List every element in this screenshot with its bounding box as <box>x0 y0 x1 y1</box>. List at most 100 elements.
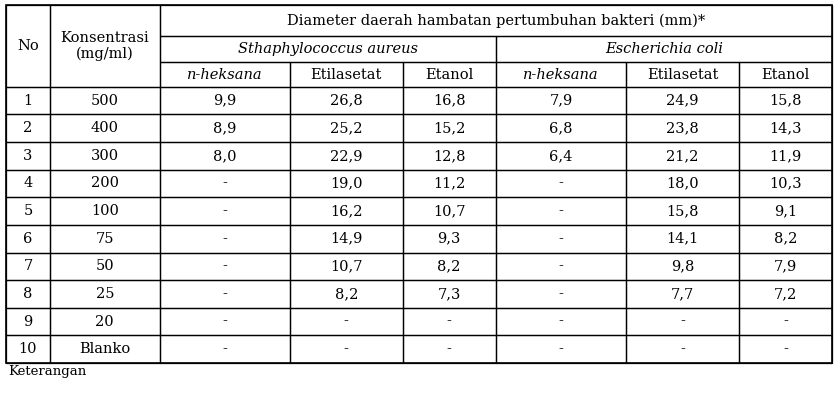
Bar <box>50 114 160 142</box>
Bar <box>50 87 160 114</box>
Bar <box>160 114 290 142</box>
Bar <box>626 308 739 335</box>
Text: 25,2: 25,2 <box>330 121 363 135</box>
Text: -: - <box>222 287 227 301</box>
Text: 21,2: 21,2 <box>666 149 699 163</box>
Text: n-heksana: n-heksana <box>187 67 262 82</box>
Bar <box>496 36 832 62</box>
Bar <box>402 253 496 280</box>
Bar <box>50 253 160 280</box>
Bar <box>6 335 50 363</box>
Text: Keterangan: Keterangan <box>8 365 86 378</box>
Text: 15,8: 15,8 <box>666 204 699 218</box>
Bar <box>290 87 402 114</box>
Bar <box>50 335 160 363</box>
Text: -: - <box>559 232 563 246</box>
Bar <box>6 197 50 225</box>
Text: 23,8: 23,8 <box>666 121 699 135</box>
Text: 7,9: 7,9 <box>550 94 572 108</box>
Bar <box>626 335 739 363</box>
Text: 22,9: 22,9 <box>330 149 363 163</box>
Bar <box>626 114 739 142</box>
Text: 7,7: 7,7 <box>670 287 694 301</box>
Text: -: - <box>559 177 563 190</box>
Text: 8: 8 <box>23 287 33 301</box>
Text: -: - <box>559 204 563 218</box>
Text: 7,2: 7,2 <box>773 287 797 301</box>
Text: 9: 9 <box>23 314 33 329</box>
Bar <box>290 170 402 197</box>
Text: 26,8: 26,8 <box>330 94 363 108</box>
Bar <box>496 62 626 87</box>
Text: 19,0: 19,0 <box>330 177 363 190</box>
Text: 11,9: 11,9 <box>769 149 801 163</box>
Text: -: - <box>559 342 563 356</box>
Text: 15,8: 15,8 <box>769 94 802 108</box>
Text: -: - <box>222 342 227 356</box>
Text: -: - <box>783 342 788 356</box>
Bar <box>739 170 832 197</box>
Bar <box>290 142 402 170</box>
Text: -: - <box>559 259 563 273</box>
Text: 4: 4 <box>23 177 33 190</box>
Bar <box>160 335 290 363</box>
Bar <box>626 225 739 253</box>
Text: 1: 1 <box>23 94 33 108</box>
Bar <box>739 114 832 142</box>
Text: -: - <box>344 314 349 329</box>
Text: n-heksana: n-heksana <box>523 67 599 82</box>
Text: 7: 7 <box>23 259 33 273</box>
Bar <box>290 335 402 363</box>
Bar <box>626 197 739 225</box>
Text: 6: 6 <box>23 232 33 246</box>
Bar <box>160 225 290 253</box>
Text: Konsentrasi
(mg/ml): Konsentrasi (mg/ml) <box>60 31 149 61</box>
Text: 14,9: 14,9 <box>330 232 363 246</box>
Text: Etanol: Etanol <box>425 67 473 82</box>
Text: 9,1: 9,1 <box>773 204 797 218</box>
Text: Blanko: Blanko <box>79 342 131 356</box>
Text: 10,7: 10,7 <box>330 259 363 273</box>
Text: 11,2: 11,2 <box>433 177 465 190</box>
Text: 7,9: 7,9 <box>773 259 797 273</box>
Bar <box>6 253 50 280</box>
Text: 16,8: 16,8 <box>433 94 465 108</box>
Text: Escherichia coli: Escherichia coli <box>605 42 723 56</box>
Bar <box>6 308 50 335</box>
Bar <box>160 308 290 335</box>
Text: 3: 3 <box>23 149 33 163</box>
Text: 10,3: 10,3 <box>769 177 802 190</box>
Bar <box>290 197 402 225</box>
Bar <box>290 114 402 142</box>
Bar <box>160 5 832 36</box>
Bar <box>6 142 50 170</box>
Bar <box>6 225 50 253</box>
Bar <box>6 280 50 308</box>
Text: 75: 75 <box>96 232 114 246</box>
Text: Etilasetat: Etilasetat <box>311 67 382 82</box>
Bar <box>739 87 832 114</box>
Text: -: - <box>447 314 452 329</box>
Bar <box>496 335 626 363</box>
Bar <box>402 142 496 170</box>
Text: 5: 5 <box>23 204 33 218</box>
Bar <box>739 142 832 170</box>
Bar <box>739 308 832 335</box>
Bar <box>6 170 50 197</box>
Text: 8,2: 8,2 <box>773 232 797 246</box>
Bar <box>739 335 832 363</box>
Bar <box>739 62 832 87</box>
Bar <box>496 197 626 225</box>
Bar <box>290 225 402 253</box>
Bar <box>496 308 626 335</box>
Bar <box>626 280 739 308</box>
Bar <box>160 197 290 225</box>
Text: Sthaphylococcus aureus: Sthaphylococcus aureus <box>238 42 418 56</box>
Bar <box>50 308 160 335</box>
Text: 8,2: 8,2 <box>334 287 358 301</box>
Text: 7,3: 7,3 <box>437 287 461 301</box>
Bar <box>402 114 496 142</box>
Bar <box>6 87 50 114</box>
Bar <box>160 280 290 308</box>
Bar <box>160 36 496 62</box>
